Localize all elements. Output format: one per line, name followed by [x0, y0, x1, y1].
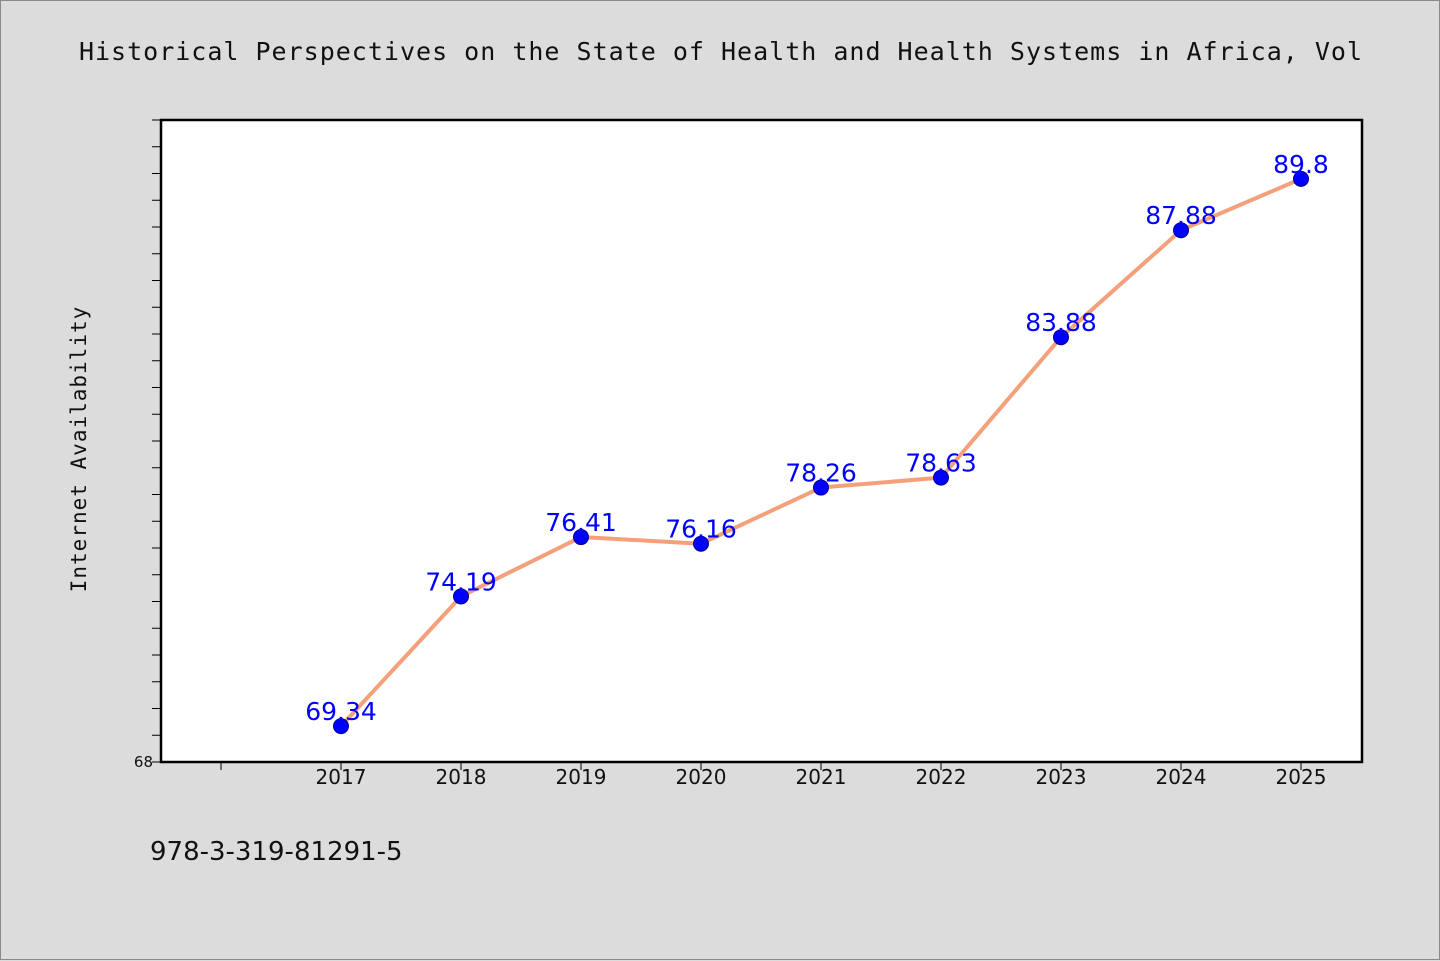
chart-title: Historical Perspectives on the State of …	[78, 37, 1364, 66]
x-tick-label-2021: 2021	[796, 765, 847, 789]
x-axis-ticks: 2017 2018 2019 2020 2021 2022 2023 2024 2025	[220, 762, 1327, 789]
data-point	[1293, 170, 1309, 187]
data-point	[1053, 329, 1069, 346]
plot-area	[159, 118, 1364, 764]
data-point	[933, 469, 949, 486]
x-tick-label-2020: 2020	[676, 765, 727, 789]
x-tick-label-2022: 2022	[916, 765, 967, 789]
data-label: 74.19	[425, 567, 497, 596]
data-label: 76.16	[665, 515, 737, 544]
data-label: 78.63	[905, 449, 977, 478]
y-axis-ticks	[152, 119, 161, 763]
data-point	[333, 718, 349, 735]
data-label: 83.88	[1025, 308, 1097, 337]
data-point	[453, 588, 469, 605]
data-point	[573, 529, 589, 546]
x-tick-label-2017: 2017	[316, 765, 367, 789]
y-tick-label: 68	[134, 753, 153, 771]
series-markers	[333, 170, 1309, 735]
x-tick-label-2024: 2024	[1156, 765, 1207, 789]
data-label: 76.41	[545, 508, 617, 537]
data-point	[1173, 222, 1189, 239]
x-tick-label-2025: 2025	[1276, 765, 1327, 789]
data-point	[813, 479, 829, 496]
data-point	[693, 535, 709, 552]
data-label: 89.8	[1273, 150, 1329, 179]
data-labels: 69.34 74.19 76.41 76.16 78.26 78.63 83.88 87.88…	[305, 150, 1329, 726]
x-tick-label-2019: 2019	[556, 765, 607, 789]
data-label: 87.88	[1145, 201, 1217, 230]
x-tick-label-2018: 2018	[436, 765, 487, 789]
x-tick-label-2023: 2023	[1036, 765, 1087, 789]
data-label: 78.26	[785, 459, 857, 488]
isbn-footer: 978-3-319-81291-5	[150, 837, 403, 867]
data-label: 69.34	[305, 697, 377, 726]
